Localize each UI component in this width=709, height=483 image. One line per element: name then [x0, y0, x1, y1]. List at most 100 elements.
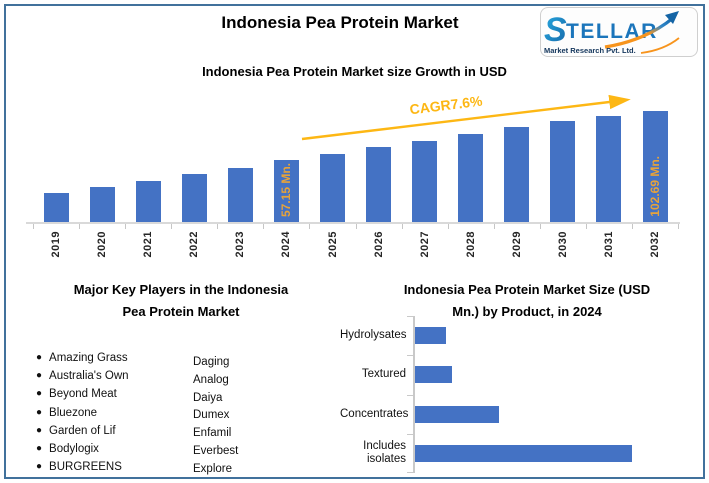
growth-year-label: 2029	[510, 231, 523, 258]
product-chart-title-line1: Indonesia Pea Protein Market Size (USD	[403, 282, 651, 297]
x-axis-tick	[678, 224, 679, 229]
product-axis-tick	[407, 434, 413, 435]
product-chart-row: Textured	[340, 355, 686, 394]
x-axis-tick	[539, 224, 541, 229]
product-axis-tick	[407, 472, 413, 473]
x-axis-tick	[217, 224, 219, 229]
key-player-item: ● Bodylogix	[36, 440, 186, 458]
x-axis-tick	[631, 224, 633, 229]
growth-chart-axis-ticks	[33, 224, 679, 229]
growth-year-label-cell: 2028	[448, 231, 494, 273]
bullet-icon: ●	[36, 370, 43, 382]
product-bar-1	[415, 366, 452, 384]
key-player-item: Dumex	[193, 409, 230, 422]
growth-bar-cell	[494, 108, 540, 222]
growth-bar-value-label: 102.69 Mn.	[648, 156, 663, 217]
x-axis-tick	[33, 224, 34, 229]
key-player-item: ● BURGREENS	[36, 458, 186, 476]
product-chart-title: Indonesia Pea Protein Market Size (USD M…	[368, 279, 686, 323]
key-player-item: Explore	[193, 462, 232, 475]
stellar-logo: S TELLAR Market Research Pvt. Ltd.	[540, 7, 698, 57]
product-axis-tick	[407, 395, 413, 396]
growth-year-label: 2032	[649, 231, 662, 258]
growth-bar-2024: 57.15 Mn.	[273, 160, 299, 222]
growth-chart-x-axis	[26, 222, 680, 224]
growth-year-label: 2025	[326, 231, 339, 258]
x-axis-tick	[79, 224, 81, 229]
key-player-item: ● Amazing Grass	[36, 349, 186, 367]
product-category-label: Includes isolates	[363, 440, 406, 466]
key-player-item: Enfamil	[193, 427, 232, 440]
logo-brand-text: TELLAR	[566, 20, 658, 43]
growth-bar-2021	[135, 181, 161, 222]
growth-bar-2026	[366, 147, 392, 222]
product-category-label: Hydrolysates	[340, 329, 407, 341]
growth-year-label: 2027	[418, 231, 431, 258]
growth-bar-cell	[586, 108, 632, 222]
growth-bar-2031	[596, 116, 622, 222]
x-axis-tick	[263, 224, 265, 229]
growth-year-label-cell: 2027	[402, 231, 448, 273]
growth-chart-plot: 57.15 Mn. 102.69 Mn.	[33, 108, 678, 222]
growth-chart-x-labels: 2019 2020 2021 2022 2023 2024 2025 2026 2027 2028…	[33, 231, 678, 273]
logo-letter-s: S	[544, 11, 567, 49]
growth-year-label: 2026	[372, 231, 385, 258]
x-axis-tick	[585, 224, 587, 229]
key-player-item: Everbest	[193, 444, 239, 457]
growth-year-label: 2031	[602, 231, 615, 258]
growth-bar-cell	[540, 108, 586, 222]
growth-year-label: 2028	[464, 231, 477, 258]
product-chart-plot: Hydrolysates Textured Concentrates Includes…	[340, 316, 686, 473]
product-axis-tick	[407, 316, 413, 317]
growth-bar-cell	[171, 108, 217, 222]
bullet-icon: ●	[36, 352, 43, 364]
growth-year-label-cell: 2025	[309, 231, 355, 273]
growth-year-label-cell: 2029	[494, 231, 540, 273]
key-players-heading-line2: Pea Protein Market	[122, 304, 240, 319]
bullet-icon: ●	[36, 461, 43, 473]
growth-bar-2020	[89, 187, 115, 222]
growth-year-label: 2024	[280, 231, 293, 258]
product-bar-3	[415, 444, 632, 462]
growth-bar-cell	[309, 108, 355, 222]
cagr-trend-arrow-icon	[301, 94, 631, 141]
growth-year-label-cell: 2026	[356, 231, 402, 273]
product-category-label: Textured	[361, 368, 406, 381]
growth-bar-cell	[125, 108, 171, 222]
logo-arrow-shaft-icon	[604, 16, 675, 49]
x-axis-tick	[447, 224, 449, 229]
growth-bar-cell	[402, 108, 448, 222]
growth-year-label: 2030	[556, 231, 569, 258]
key-player-name: Garden of Lif	[49, 424, 116, 437]
product-chart-row: Includes isolates	[340, 434, 686, 473]
logo-underline-swoosh-icon	[640, 37, 680, 54]
key-player-name: Bluezone	[49, 406, 98, 419]
key-player-item: Daiya	[193, 391, 223, 404]
key-player-name: BURGREENS	[49, 461, 122, 474]
growth-bar-2028	[458, 134, 484, 222]
growth-year-label: 2023	[234, 231, 247, 258]
growth-year-label-cell: 2021	[125, 231, 171, 273]
key-player-item: ● Beyond Meat	[36, 385, 186, 403]
logo-tagline: Market Research Pvt. Ltd.	[544, 46, 636, 55]
product-category-label: Concentrates	[340, 407, 409, 420]
x-axis-tick	[125, 224, 127, 229]
growth-bar-cell	[217, 108, 263, 222]
x-axis-tick	[309, 224, 311, 229]
growth-bar-2030	[550, 121, 576, 222]
product-chart-title-line2: Mn.) by Product, in 2024	[452, 304, 602, 319]
key-player-item: ● Garden of Lif	[36, 422, 186, 440]
key-player-item: ● Australia's Own	[36, 367, 186, 385]
product-chart-row: Hydrolysates	[340, 316, 686, 355]
growth-bar-2023	[227, 168, 253, 222]
growth-year-label-cell: 2020	[79, 231, 125, 273]
product-axis-tick	[407, 355, 413, 356]
growth-year-label: 2019	[50, 231, 63, 258]
bullet-icon: ●	[36, 406, 43, 418]
bullet-icon: ●	[36, 443, 43, 455]
growth-year-label-cell: 2031	[586, 231, 632, 273]
product-bar-0	[415, 327, 446, 344]
growth-year-label-cell: 2032	[632, 231, 678, 273]
growth-bar-2022	[181, 174, 207, 222]
stellar-logo-graphic: S TELLAR Market Research Pvt. Ltd.	[544, 11, 680, 55]
